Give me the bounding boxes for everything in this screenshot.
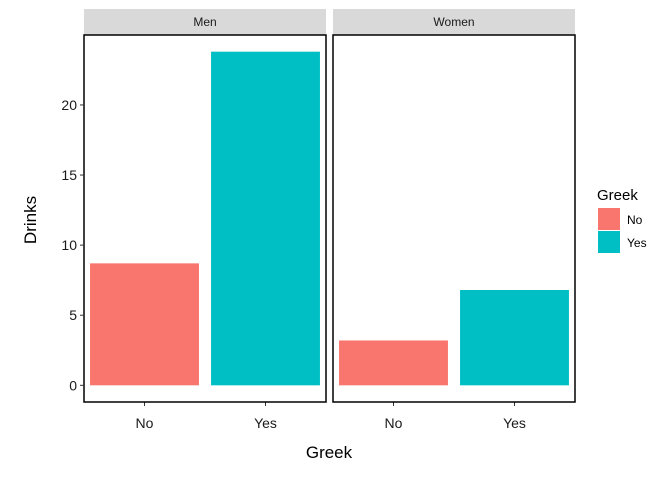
x-tick-label: No <box>136 415 154 431</box>
bar-men-yes <box>211 51 320 386</box>
legend-label-yes: Yes <box>627 236 647 250</box>
facet-strip-label: Women <box>433 15 474 29</box>
panel-border <box>332 34 576 403</box>
y-tick-label: 15 <box>61 167 77 183</box>
bar-women-no <box>339 340 448 386</box>
bar-women-yes <box>460 289 569 386</box>
x-axis-title: Greek <box>306 443 353 462</box>
y-tick-label: 10 <box>61 237 77 253</box>
facet-strip-label: Men <box>193 15 216 29</box>
facet-panel-men: Men No Yes <box>83 9 327 431</box>
facet-panels: Men No Yes Women No Yes <box>83 9 576 431</box>
legend-key-yes <box>598 231 620 253</box>
y-axis-title: Drinks <box>21 196 40 244</box>
facet-strip <box>84 9 326 35</box>
y-tick-label: 5 <box>69 307 77 323</box>
legend: Greek No Yes <box>597 187 647 253</box>
x-tick-label: Yes <box>254 415 277 431</box>
y-tick-label: 20 <box>61 97 77 113</box>
legend-key-no <box>598 208 620 230</box>
x-tick-label: Yes <box>503 415 526 431</box>
y-axis: 0 5 10 15 20 <box>61 97 84 393</box>
panel-border <box>83 34 327 403</box>
legend-label-no: No <box>627 213 643 227</box>
legend-title: Greek <box>597 187 638 204</box>
x-tick-label: No <box>385 415 403 431</box>
facet-strip <box>333 9 575 35</box>
facet-panel-women: Women No Yes <box>332 9 576 431</box>
y-tick-label: 0 <box>69 377 77 393</box>
bar-men-no <box>90 263 199 386</box>
